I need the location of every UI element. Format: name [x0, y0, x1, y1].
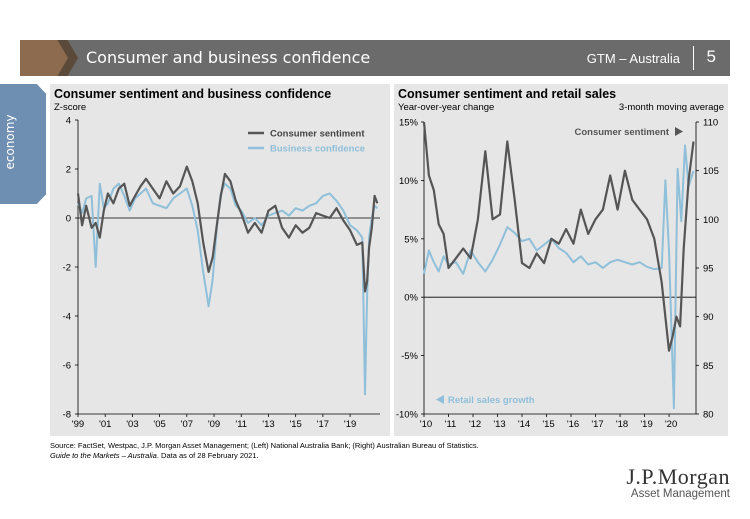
left-x-tick-label: '17: [317, 419, 329, 430]
annotation-retail-label: Retail sales growth: [448, 395, 535, 406]
right-y-tick-label: 10%: [399, 176, 419, 187]
right-y-tick-label: 5%: [404, 234, 418, 245]
section-label: Australian economy: [0, 111, 17, 173]
left-y-tick-label: -4: [63, 312, 71, 323]
right-x-tick-label: '14: [518, 419, 530, 430]
right-y-tick-label: 15%: [399, 118, 419, 129]
right-y-tick-label: -5%: [401, 351, 418, 362]
jpmorgan-logo: J.P.Morgan Asset Management: [626, 464, 730, 500]
right-chart-panel: Consumer sentiment and retail sales Year…: [394, 84, 728, 436]
right-x-tick-label: '16: [567, 419, 579, 430]
right-x-tick-label: '15: [542, 419, 554, 430]
annotation-consumer-arrow-icon: [675, 127, 683, 136]
right-y-tick-label: 0%: [404, 293, 418, 304]
header-separator: [692, 46, 694, 70]
left-x-tick-label: '01: [99, 419, 111, 430]
deck-name: GTM – Australia: [586, 51, 680, 66]
right-x-tick-label: '19: [640, 419, 652, 430]
left-x-tick-label: '13: [262, 419, 274, 430]
left-y-tick-label: -2: [63, 263, 71, 274]
footer-source: Source: FactSet, Westpac, J.P. Morgan As…: [50, 441, 479, 461]
right-chart-y2label: 3-month moving average: [618, 102, 724, 113]
left-chart-ylabel: Z-score: [54, 102, 87, 113]
right-chart-title: Consumer sentiment and retail sales: [398, 87, 617, 101]
right-consumer-sentiment-line: [422, 121, 695, 352]
left-y-tick-label: 2: [66, 165, 71, 176]
right-chart-svg: 15% 10% 5% 0% -5% -10% 110 105 100 95 90 85 80 '10 '11…: [396, 118, 719, 431]
right-y2-tick-label: 100: [703, 215, 719, 226]
left-x-tick-label: '15: [289, 419, 301, 430]
right-retail-sales-line: [423, 144, 695, 410]
right-x-tick-label: '13: [493, 419, 505, 430]
left-y-tick-label: 0: [66, 214, 71, 225]
left-chart-svg: 4 2 0 -2 -4 -6 -8'99 '01 '03 '05 '07 '09 '11 '13 '15 '1…: [63, 116, 380, 430]
right-y2-tick-label: 90: [703, 312, 714, 323]
right-y2-tick-label: 95: [703, 264, 714, 275]
right-y2-tick-label: 105: [703, 166, 719, 177]
section-side-tab: Australian economy: [0, 84, 46, 204]
left-x-tick-label: '05: [153, 419, 165, 430]
source-text: Source: FactSet, Westpac, J.P. Morgan As…: [50, 441, 479, 450]
annotation-consumer-label: Consumer sentiment: [575, 127, 670, 138]
right-y-tick-label: -10%: [396, 410, 419, 421]
legend-business-label: Business confidence: [270, 144, 365, 155]
left-x-tick-label: '99: [72, 419, 84, 430]
right-x-tick-label: '12: [469, 419, 481, 430]
left-x-tick-label: '07: [181, 419, 193, 430]
guide-date: . Data as of 28 February 2021.: [156, 451, 259, 460]
left-x-tick-label: '09: [208, 419, 220, 430]
right-y2-tick-label: 80: [703, 410, 714, 421]
header-bar: Consumer and business confidence GTM – A…: [20, 40, 730, 76]
guide-line: Guide to the Markets – Australia. Data a…: [50, 451, 479, 461]
right-x-tick-label: '17: [591, 419, 603, 430]
annotation-retail-arrow-icon: [436, 395, 444, 404]
left-chart-title: Consumer sentiment and business confiden…: [54, 87, 332, 101]
legend-consumer-label: Consumer sentiment: [270, 129, 365, 140]
page-number: 5: [706, 47, 716, 66]
right-x-tick-label: '18: [616, 419, 628, 430]
logo-wordmark: J.P.Morgan: [626, 464, 730, 489]
right-x-tick-label: '10: [420, 419, 432, 430]
right-x-tick-label: '20: [665, 419, 677, 430]
left-y-tick-label: -6: [63, 361, 71, 372]
right-y2-tick-label: 110: [703, 118, 718, 129]
logo-subline: Asset Management: [630, 488, 730, 500]
left-chart-panel: Consumer sentiment and business confiden…: [50, 84, 390, 436]
guide-title: Guide to the Markets – Australia: [50, 451, 157, 460]
left-y-tick-label: 4: [66, 116, 71, 127]
right-y2-tick-label: 85: [703, 361, 714, 372]
left-x-tick-label: '11: [235, 419, 247, 430]
right-x-tick-label: '11: [445, 419, 457, 430]
left-x-tick-label: '19: [344, 419, 356, 430]
page-title: Consumer and business confidence: [86, 48, 371, 67]
left-y-tick-label: -8: [63, 410, 71, 421]
right-chart-ylabel: Year-over-year change: [398, 102, 495, 113]
header-tab-accent: [20, 40, 68, 76]
left-x-tick-label: '03: [126, 419, 138, 430]
left-consumer-sentiment-line: [76, 165, 379, 293]
